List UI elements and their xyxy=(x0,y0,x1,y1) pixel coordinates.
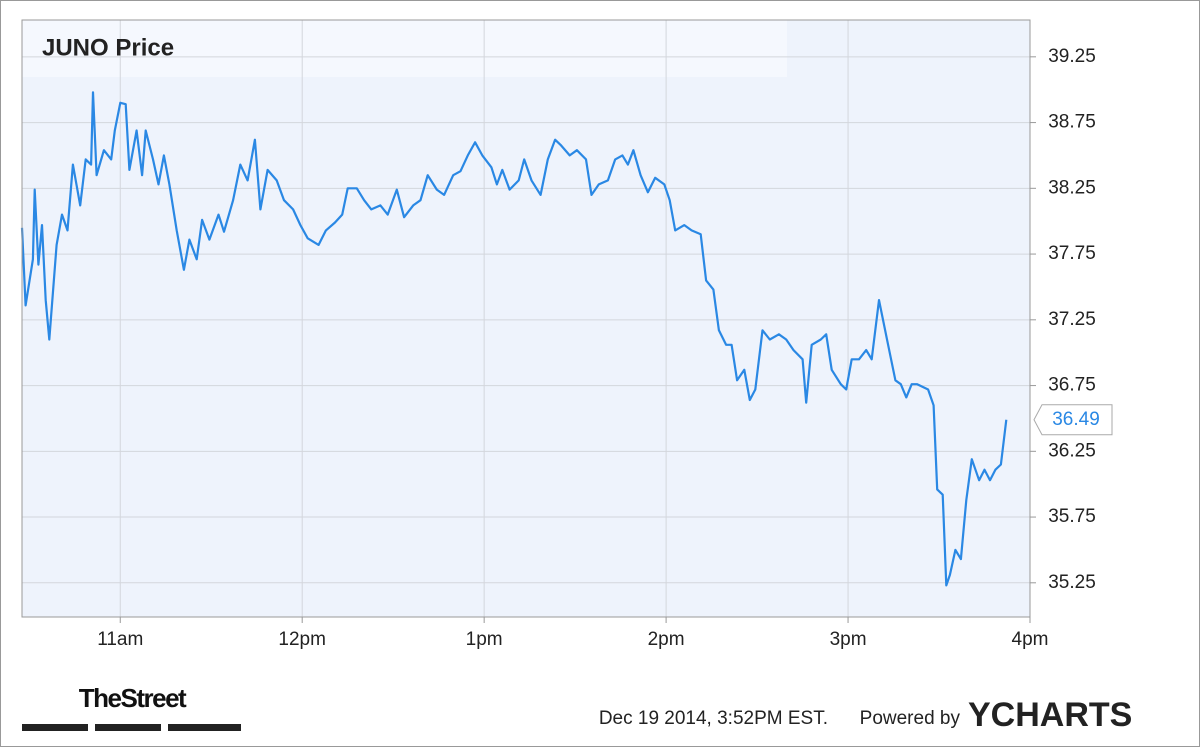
y-tick-label: 35.25 xyxy=(1048,572,1096,593)
y-tick-label: 38.75 xyxy=(1048,112,1096,133)
x-tick-label: 12pm xyxy=(278,629,326,650)
title-box xyxy=(22,20,787,77)
y-tick-label: 38.25 xyxy=(1048,177,1096,198)
y-tick-label: 37.25 xyxy=(1048,309,1096,330)
y-tick-label: 37.75 xyxy=(1048,243,1096,264)
last-value-callout xyxy=(1033,404,1113,436)
chart-title: JUNO Price xyxy=(42,34,174,61)
x-tick-label: 11am xyxy=(97,629,143,650)
logo: YCHARTS xyxy=(968,696,1132,734)
x-tick-label: 4pm xyxy=(1012,629,1049,650)
price-line xyxy=(20,91,1008,587)
brand-bar xyxy=(95,724,161,731)
brand-bar xyxy=(168,724,241,731)
plot-area xyxy=(22,20,1030,617)
x-tick-label: 1pm xyxy=(466,629,503,650)
y-tick-label: 36.75 xyxy=(1048,375,1096,396)
y-tick-label: 35.75 xyxy=(1048,506,1096,527)
x-tick-label: 2pm xyxy=(648,629,685,650)
plot-border xyxy=(21,19,1031,618)
lines xyxy=(20,91,1008,587)
brand-bar xyxy=(22,724,88,731)
powered-by: Powered by xyxy=(860,708,961,729)
y-tick-label: 36.25 xyxy=(1048,440,1096,461)
brand: TheStreet xyxy=(79,683,187,713)
x-tick-label: 3pm xyxy=(830,629,867,650)
last-value-label: 36.49 xyxy=(1052,409,1100,430)
y-tick-label: 39.25 xyxy=(1048,46,1096,67)
timestamp: Dec 19 2014, 3:52PM EST. xyxy=(599,708,828,729)
footer: TheStreet Dec 19 2014, 3:52PM EST. Power… xyxy=(22,683,1132,734)
